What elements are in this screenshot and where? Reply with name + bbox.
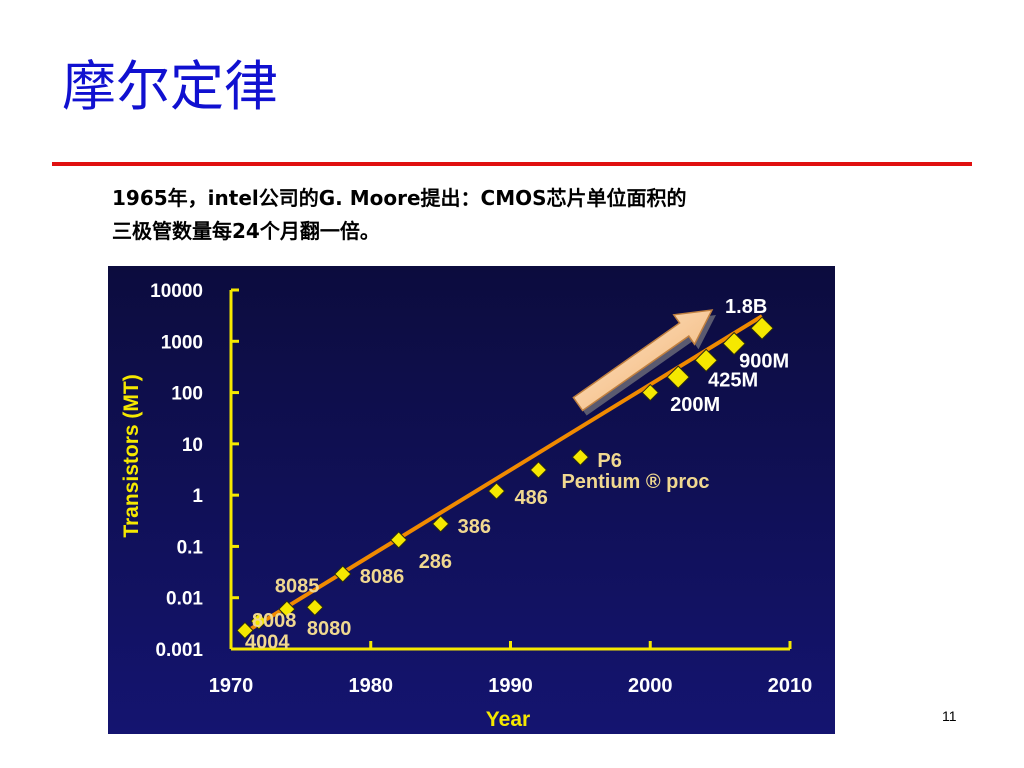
data-point-marker [431,515,450,533]
x-axis-label: Year [486,708,530,731]
point-label: 286 [419,551,452,573]
point-label: 8086 [360,566,405,588]
point-label: 386 [458,516,491,538]
chart-axes: 10000 1000 100 10 1 0.1 0.01 0.001 1970 1980 1990 2… [150,281,812,697]
point-label: 8080 [307,618,352,640]
y-tick-label: 10000 [150,281,203,302]
point-label: 200M [670,394,720,416]
data-point-marker [694,348,718,373]
x-tick-label: 1980 [349,675,394,697]
data-point-marker [278,600,296,618]
point-label: 8008 [252,610,297,632]
x-tick-label: 2000 [628,675,673,697]
growth-arrow [572,309,716,416]
point-label: Pentium ® proc [561,471,709,493]
point-label: P6 [597,450,621,472]
data-point-marker [250,612,268,630]
y-tick-label: 10 [182,435,203,456]
data-point-marker [334,565,352,583]
moore-law-chart: 10000 1000 100 10 1 0.1 0.01 0.001 1970 1980 1990 2… [108,266,835,734]
description-line-1: 1965年，intel公司的G. Moore提出：CMOS芯片单位面积的 [112,186,687,210]
y-tick-label: 0.1 [177,537,204,558]
data-point-marker [722,331,746,356]
y-tick-label: 100 [171,384,203,405]
x-tick-label: 1990 [488,675,533,697]
data-point-marker [236,621,254,640]
slide-description: 1965年，intel公司的G. Moore提出：CMOS芯片单位面积的 三极管… [112,182,912,248]
data-point-marker [641,383,659,402]
point-label: 486 [515,487,548,509]
point-label: 900M [739,351,789,373]
y-tick-label: 0.01 [166,589,203,610]
point-label: 8085 [275,575,320,597]
data-point-marker [571,448,590,466]
data-points-group [236,316,774,640]
title-rule [52,162,972,166]
y-axis-label: Transistors (MT) [120,374,143,537]
x-tick-label: 2010 [768,675,813,697]
slide-title: 摩尔定律 [62,55,278,118]
data-point-marker [306,598,324,617]
point-label: 425M [708,369,758,391]
data-point-marker [666,365,690,389]
y-tick-label: 1000 [161,332,203,353]
data-point-marker [389,531,408,549]
x-tick-label: 1970 [209,675,254,697]
data-point-marker [750,316,774,340]
y-tick-label: 0.001 [155,640,203,661]
page-number: 11 [942,708,957,724]
point-label: 4004 [245,631,290,653]
y-tick-label: 1 [192,486,203,507]
data-point-marker [529,461,548,479]
description-line-2: 三极管数量每24个月翻一倍。 [112,219,380,243]
point-label: 1.8B [725,296,767,318]
data-point-marker [487,482,506,500]
